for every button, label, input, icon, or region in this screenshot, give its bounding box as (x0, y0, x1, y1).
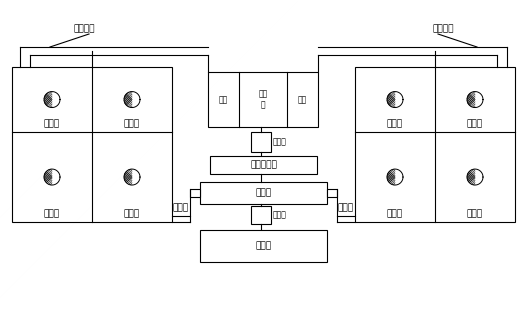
Bar (251, 206, 271, 224)
Polygon shape (387, 169, 403, 185)
Bar (190, 189, 200, 197)
Text: 钻孔框: 钻孔框 (387, 209, 403, 218)
Bar (327, 189, 337, 197)
Text: 钻孔框: 钻孔框 (124, 119, 140, 128)
Bar (251, 132, 271, 152)
Text: 钻孔框: 钻孔框 (387, 119, 403, 128)
Polygon shape (467, 91, 483, 108)
Bar (210, 156, 317, 174)
Text: 阀门: 阀门 (298, 95, 307, 104)
Polygon shape (467, 169, 483, 185)
Text: 排浆地沟: 排浆地沟 (432, 24, 454, 33)
Text: 沉淀
池: 沉淀 池 (258, 90, 268, 109)
Text: 钻孔框: 钻孔框 (124, 209, 140, 218)
Bar (200, 230, 327, 262)
Text: 进浆管: 进浆管 (173, 203, 189, 212)
Text: 进浆管: 进浆管 (338, 203, 354, 212)
Text: 泥浆净化器: 泥浆净化器 (250, 160, 277, 169)
Polygon shape (387, 91, 403, 108)
Polygon shape (44, 169, 60, 185)
Bar (200, 182, 327, 204)
Text: 泥浆泵: 泥浆泵 (273, 211, 287, 220)
Text: 泥浆池: 泥浆池 (256, 188, 271, 197)
Text: 造浆池: 造浆池 (256, 242, 271, 251)
Text: 排浆地沟: 排浆地沟 (73, 24, 95, 33)
Text: 钻孔框: 钻孔框 (467, 209, 483, 218)
Text: 阀门: 阀门 (219, 95, 228, 104)
Polygon shape (44, 91, 60, 108)
Bar (355, 67, 515, 222)
Polygon shape (124, 91, 140, 108)
Text: 钻孔框: 钻孔框 (44, 209, 60, 218)
Polygon shape (124, 169, 140, 185)
Bar (12, 67, 172, 222)
Text: 钻孔框: 钻孔框 (467, 119, 483, 128)
Text: 泥浆泵: 泥浆泵 (273, 137, 287, 147)
Text: 钻孔框: 钻孔框 (44, 119, 60, 128)
Bar (208, 72, 318, 127)
